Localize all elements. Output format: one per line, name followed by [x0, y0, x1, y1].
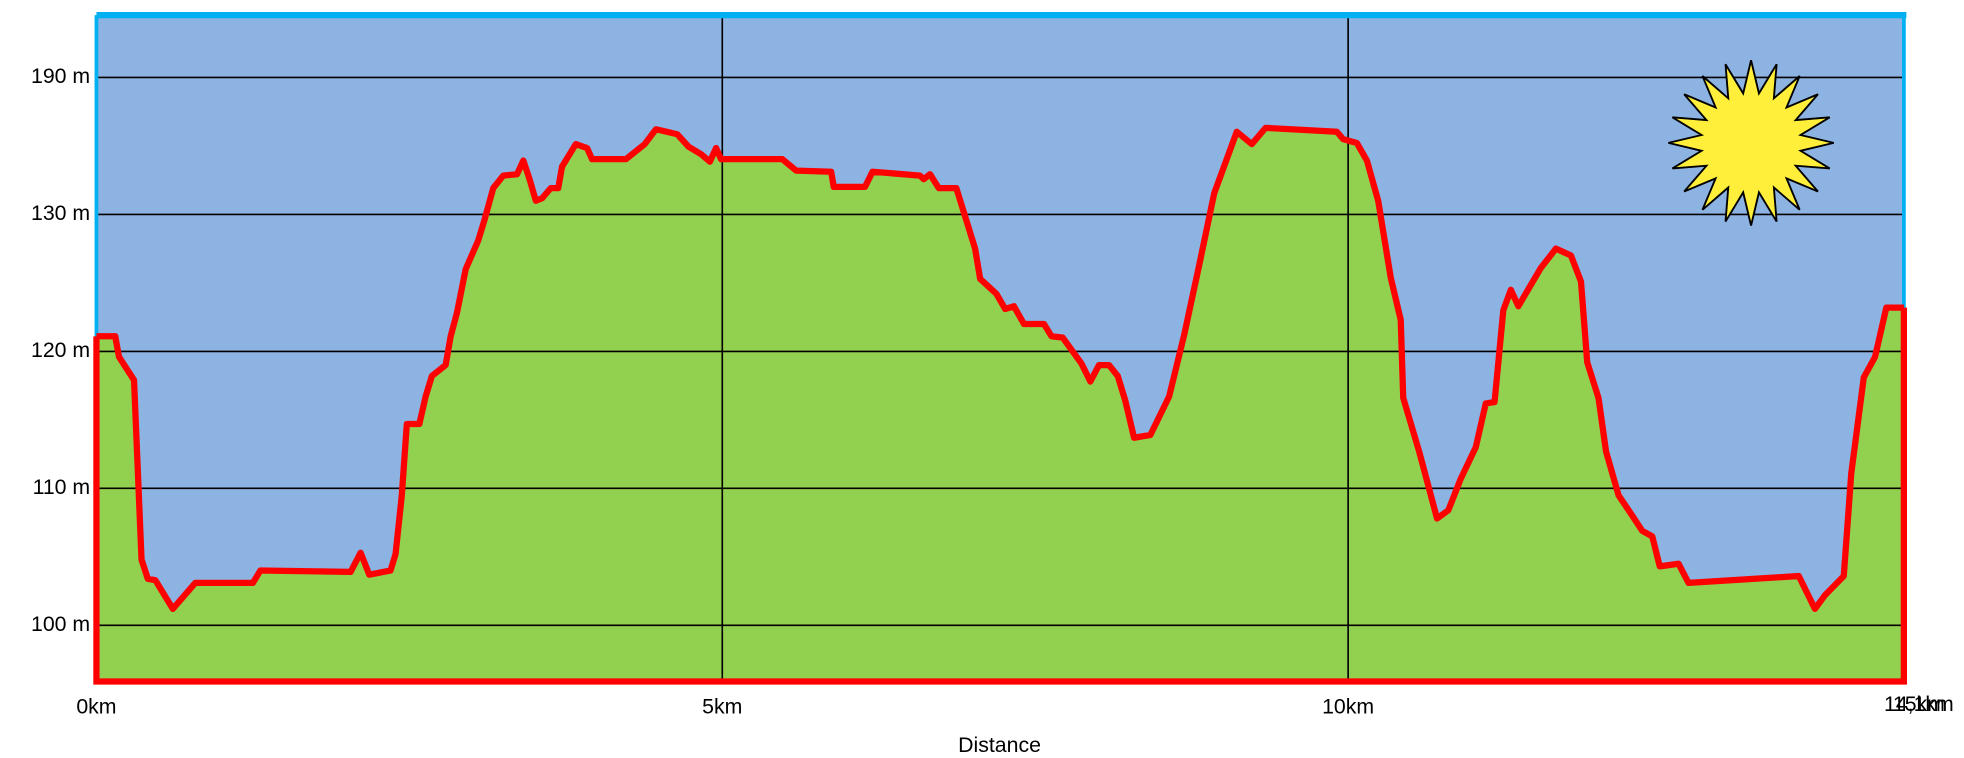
page: {"chart_data": { "type": "area", "x_labe…	[0, 0, 1964, 758]
x-axis-label: Distance	[958, 733, 1041, 757]
x-tick-label: 0km	[76, 694, 116, 718]
y-tick-label: 130 m	[31, 201, 90, 225]
y-tick-label: 120 m	[31, 338, 90, 362]
y-tick-label: 190 m	[31, 64, 90, 88]
x-end-label: 14,1km	[1884, 692, 1954, 716]
y-tick-label: 110 m	[33, 475, 91, 499]
chart: Distance 100 m 110 m 120 m 130 m 190 m 0km 5km…	[0, 0, 1964, 758]
y-tick-label: 100 m	[31, 612, 90, 636]
x-tick-label: 10km	[1322, 694, 1374, 718]
x-tick-label: 5km	[702, 694, 742, 718]
